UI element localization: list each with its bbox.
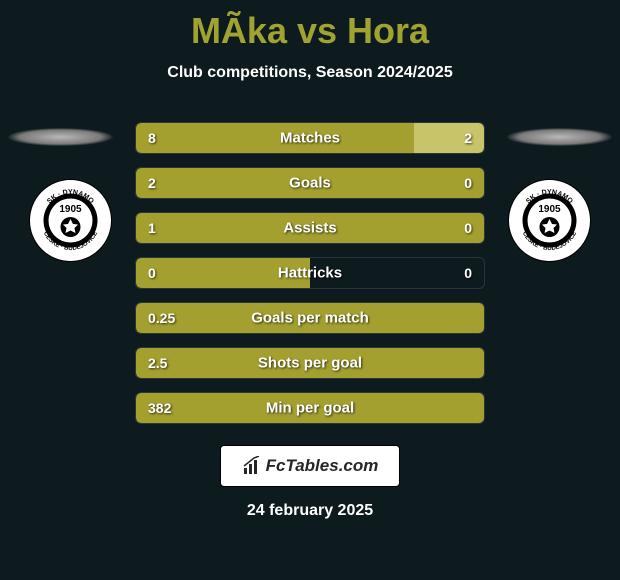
team-badge-right: SK · DYNAMO ČESKÉ · BUDĚJOVICE 1905 [507, 178, 592, 268]
stat-label: Min per goal [266, 400, 354, 417]
svg-text:1905: 1905 [59, 204, 82, 215]
stat-row: 382 Min per goal [135, 392, 485, 424]
stat-row: 0 0 Hattricks [135, 257, 485, 289]
stat-label: Hattricks [278, 265, 342, 282]
stat-value-left: 382 [148, 400, 171, 416]
shadow-decoration-right [507, 128, 612, 146]
stat-label: Shots per goal [258, 355, 362, 372]
stat-row: 0.25 Goals per match [135, 302, 485, 334]
date-label: 24 february 2025 [247, 502, 373, 520]
stat-value-left: 0.25 [148, 310, 175, 326]
stat-label: Goals per match [251, 310, 369, 327]
stat-label: Goals [289, 175, 331, 192]
team-badge-left: SK · DYNAMO ČESKÉ · BUDĚJOVICE 1905 [28, 178, 113, 268]
subtitle: Club competitions, Season 2024/2025 [0, 64, 620, 82]
stat-value-right: 0 [464, 220, 472, 236]
svg-text:1905: 1905 [538, 204, 561, 215]
fctables-watermark: FcTables.com [220, 445, 400, 487]
shadow-decoration-left [8, 128, 113, 146]
stat-value-left: 2.5 [148, 355, 167, 371]
stat-value-right: 2 [464, 130, 472, 146]
stats-container: 8 2 Matches 2 0 Goals 1 0 Assists 0 0 Hattricks 0.25… [135, 122, 485, 424]
stat-row: 2 0 Goals [135, 167, 485, 199]
stat-value-left: 2 [148, 175, 156, 191]
stat-bar-left [136, 123, 414, 153]
dynamo-badge-icon: SK · DYNAMO ČESKÉ · BUDĚJOVICE 1905 [507, 178, 592, 263]
dynamo-badge-icon: SK · DYNAMO ČESKÉ · BUDĚJOVICE 1905 [28, 178, 113, 263]
chart-icon [242, 456, 262, 476]
stat-value-left: 1 [148, 220, 156, 236]
fctables-label: FcTables.com [266, 456, 379, 476]
stat-row: 8 2 Matches [135, 122, 485, 154]
stat-row: 1 0 Assists [135, 212, 485, 244]
stat-value-right: 0 [464, 175, 472, 191]
stat-bar-right [414, 123, 484, 153]
stat-row: 2.5 Shots per goal [135, 347, 485, 379]
stat-value-right: 0 [464, 265, 472, 281]
stat-value-left: 0 [148, 265, 156, 281]
stat-label: Matches [280, 130, 340, 147]
stat-label: Assists [283, 220, 336, 237]
page-title: MÃ­ka vs Hora [0, 0, 620, 52]
stat-value-left: 8 [148, 130, 156, 146]
